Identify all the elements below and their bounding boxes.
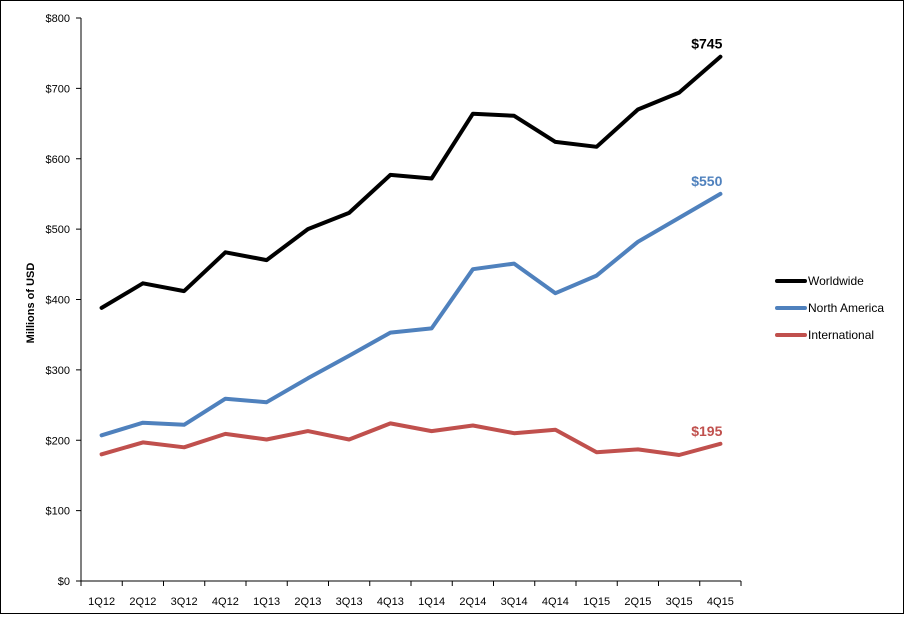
x-tick-label: 2Q14: [459, 596, 486, 608]
data-point-north-america: [719, 193, 721, 195]
y-tick-label: $700: [46, 83, 70, 95]
legend-label: International: [808, 328, 874, 342]
series-lines: [99, 54, 723, 457]
data-point-international: [513, 432, 515, 434]
y-tick-label: $0: [58, 576, 70, 588]
data-point-worldwide: [472, 113, 474, 115]
x-tick-label: 4Q12: [212, 596, 239, 608]
data-point-worldwide: [719, 56, 721, 58]
series-line-north-america: [99, 191, 723, 438]
end-label-north-america: $550: [691, 173, 722, 189]
data-point-north-america: [266, 401, 268, 403]
data-point-north-america: [183, 424, 185, 426]
data-point-international: [307, 430, 309, 432]
x-tick-label: 3Q12: [171, 596, 198, 608]
data-point-north-america: [513, 263, 515, 265]
x-tick-label: 4Q15: [707, 596, 734, 608]
data-point-worldwide: [142, 282, 144, 284]
data-point-international: [431, 430, 433, 432]
legend-label: North America: [808, 301, 884, 315]
data-point-worldwide: [431, 177, 433, 179]
data-point-international: [142, 441, 144, 443]
data-point-international: [554, 429, 556, 431]
data-point-international: [101, 453, 103, 455]
legend-item-north-america: North America: [775, 301, 884, 315]
data-point-international: [472, 424, 474, 426]
data-point-north-america: [224, 398, 226, 400]
data-point-worldwide: [307, 228, 309, 230]
data-point-international: [637, 448, 639, 450]
y-tick-label: $500: [46, 224, 70, 236]
data-point-international: [348, 439, 350, 441]
x-tick-label: 3Q13: [336, 596, 363, 608]
data-point-worldwide: [348, 212, 350, 214]
series-end-labels: $745 $550 $195: [691, 36, 722, 439]
legend: Worldwide North America International: [775, 274, 884, 342]
data-point-worldwide: [183, 290, 185, 292]
data-point-international: [266, 439, 268, 441]
x-tick-label: 2Q13: [294, 596, 321, 608]
x-tick-label: 1Q13: [253, 596, 280, 608]
data-point-worldwide: [389, 174, 391, 176]
data-point-north-america: [472, 268, 474, 270]
data-point-north-america: [142, 422, 144, 424]
series-line-worldwide: [99, 54, 723, 310]
axes: [80, 18, 741, 582]
series-line-international: [99, 421, 723, 457]
data-point-international: [719, 443, 721, 445]
data-point-north-america: [596, 275, 598, 277]
x-tick-label: 1Q14: [418, 596, 445, 608]
data-point-north-america: [307, 377, 309, 379]
x-tick-label: 3Q14: [501, 596, 528, 608]
data-point-worldwide: [224, 251, 226, 253]
x-tick-label: 2Q12: [129, 596, 156, 608]
data-point-north-america: [348, 355, 350, 357]
end-label-worldwide: $745: [691, 36, 722, 52]
data-point-north-america: [101, 434, 103, 436]
y-tick-label: $200: [46, 435, 70, 447]
x-tick-label: 1Q15: [583, 596, 610, 608]
x-axis-ticks: 1Q12 2Q12 3Q12 4Q12 1Q13 2Q13 3Q13 4Q13 1Q14 2Q14…: [80, 581, 742, 608]
x-tick-label: 4Q14: [542, 596, 569, 608]
data-point-north-america: [678, 217, 680, 219]
data-point-international: [678, 454, 680, 456]
data-point-international: [224, 433, 226, 435]
data-point-north-america: [637, 241, 639, 243]
data-point-worldwide: [554, 141, 556, 143]
data-point-international: [183, 446, 185, 448]
y-tick-label: $300: [46, 365, 70, 377]
data-point-worldwide: [596, 146, 598, 148]
y-axis-title: Millions of USD: [25, 263, 37, 344]
data-point-north-america: [431, 327, 433, 329]
y-tick-label: $600: [46, 154, 70, 166]
data-point-worldwide: [101, 307, 103, 309]
data-point-worldwide: [637, 108, 639, 110]
y-tick-label: $800: [46, 13, 70, 25]
data-point-international: [596, 451, 598, 453]
legend-item-international: International: [775, 328, 874, 342]
data-point-north-america: [554, 292, 556, 294]
x-tick-label: 4Q13: [377, 596, 404, 608]
data-point-worldwide: [513, 115, 515, 117]
end-label-international: $195: [691, 423, 722, 439]
data-point-north-america: [389, 332, 391, 334]
x-tick-label: 1Q12: [88, 596, 115, 608]
data-point-worldwide: [678, 92, 680, 94]
y-tick-label: $400: [46, 295, 70, 307]
legend-item-worldwide: Worldwide: [775, 274, 864, 288]
y-axis-ticks: $0 $100 $200 $300 $400 $500 $600 $700 $800: [46, 13, 81, 588]
x-tick-label: 3Q15: [666, 596, 693, 608]
x-tick-label: 2Q15: [624, 596, 651, 608]
data-point-worldwide: [266, 259, 268, 261]
data-point-international: [389, 422, 391, 424]
y-tick-label: $100: [46, 506, 70, 518]
legend-label: Worldwide: [808, 274, 864, 288]
